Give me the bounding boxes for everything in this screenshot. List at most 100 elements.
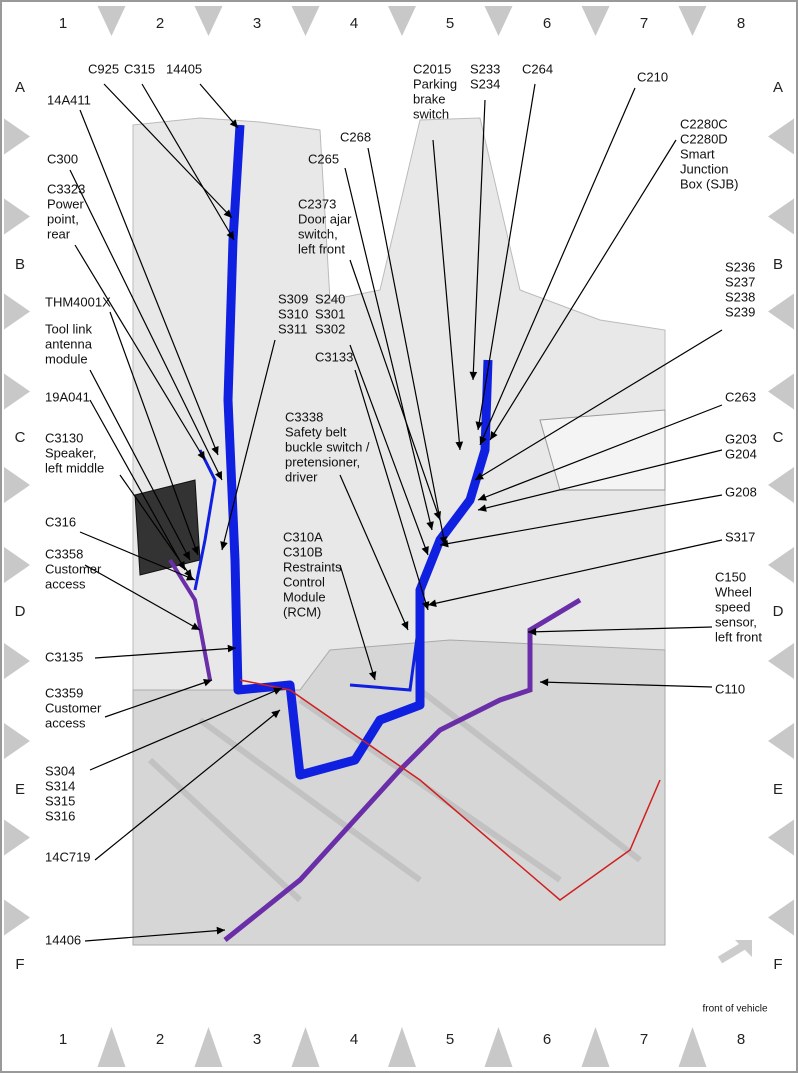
callout-text: point, [47,212,79,227]
callout-text: S234 [470,77,500,92]
callouts: C925 C315 14405 14A411 C300 C3323Powerpoint,r… [45,62,762,948]
leader-line [84,564,201,631]
callout-text: C310B [283,545,323,560]
column-label: 5 [446,1031,454,1048]
border-triangle [768,467,794,503]
column-label: 3 [253,15,261,32]
leader-line [539,681,713,688]
callout-text: S315 [45,794,75,809]
border-triangle [388,1027,416,1067]
leader-line [349,259,441,521]
leader-line [439,494,723,546]
column-label: 1 [59,1031,67,1048]
callout-text: Wheel [715,585,752,600]
border-triangle [291,1027,320,1067]
leader-arrow [479,436,487,445]
row-label: F [773,956,782,973]
border-triangle [4,723,30,759]
grid-border: 1 1 2 2 3 3 4 4 5 5 6 6 7 7 8 8 A A B B C C D D E E F F [4,6,794,1067]
callout-text: G203 [725,432,757,447]
callout-text: S302 [315,322,345,337]
leader-arrow [271,710,280,719]
callout-text: S237 [725,275,755,290]
callout-text: S310 [278,307,308,322]
leader-arrow [216,926,225,935]
leader-arrow [440,539,449,548]
leader-arrow [401,621,409,630]
leader-arrow [490,431,498,440]
leader-line [477,404,723,501]
row-label: A [15,79,25,96]
leader-line [94,647,237,659]
callout-text: buckle switch / [285,440,370,455]
callout-text: brake [413,92,446,107]
row-label: D [15,603,26,620]
callout-text: switch, [298,227,338,242]
callout-text: C316 [45,515,76,530]
callout-text: Tool link [45,322,92,337]
leader-line [109,311,199,556]
leader-line [199,83,239,129]
border-triangle [768,547,794,583]
callout-text: C3133 [315,350,353,365]
callout-text: C3130 [45,431,83,446]
leader-arrow [226,231,234,240]
callout-text: antenna [45,337,93,352]
callout-text: C300 [47,152,78,167]
column-label: 7 [640,1031,648,1048]
leader-line [94,709,281,861]
leader-line [489,139,677,441]
leader-arrow [186,573,195,581]
callout-text: C310A [283,530,323,545]
leader-arrow [469,371,478,380]
callout-text: Power [47,197,85,212]
row-label: C [773,429,784,446]
callout-text: C2280C [680,117,728,132]
callout-text: S238 [725,290,755,305]
border-triangle [768,899,794,936]
leader-line [74,244,206,461]
callout-text: C2015 [413,62,451,77]
callout-text: switch [413,107,449,122]
leader-line [479,87,636,446]
callout-text: G208 [725,485,757,500]
leader-line [84,929,226,942]
column-label: 2 [156,15,164,32]
leader-arrow [426,521,434,530]
leader-arrow [478,504,487,512]
callout-text: S240 [315,292,345,307]
border-triangle [768,293,794,330]
border-triangle [388,6,416,36]
callout-text: C2280D [680,132,728,147]
callout-text: 14405 [166,62,202,77]
column-label: 8 [737,1031,745,1048]
border-triangle [581,1027,610,1067]
row-label: F [15,956,24,973]
row-label: A [773,79,783,96]
callout-text: C268 [340,130,371,145]
leader-line [349,344,429,556]
leader-line [474,329,723,481]
border-triangle [4,547,30,583]
leader-line [221,339,276,551]
border-triangle [768,373,794,410]
border-triangle [484,1027,513,1067]
leader-line [141,83,235,241]
row-label: B [15,256,25,273]
leader-arrow [540,678,549,687]
border-triangle [4,819,30,856]
callout-text: Smart [680,147,715,162]
leader-line [527,626,713,633]
callout-text: module [45,352,88,367]
leader-line [339,474,409,631]
row-label: D [773,603,784,620]
leader-line [79,531,196,581]
border-triangle [291,6,320,36]
leader-arrow [455,441,464,450]
callout-text: S304 [45,764,75,779]
callout-text: S236 [725,260,755,275]
column-label: 7 [640,15,648,32]
leader-line [344,167,433,531]
border-triangle [194,6,223,36]
